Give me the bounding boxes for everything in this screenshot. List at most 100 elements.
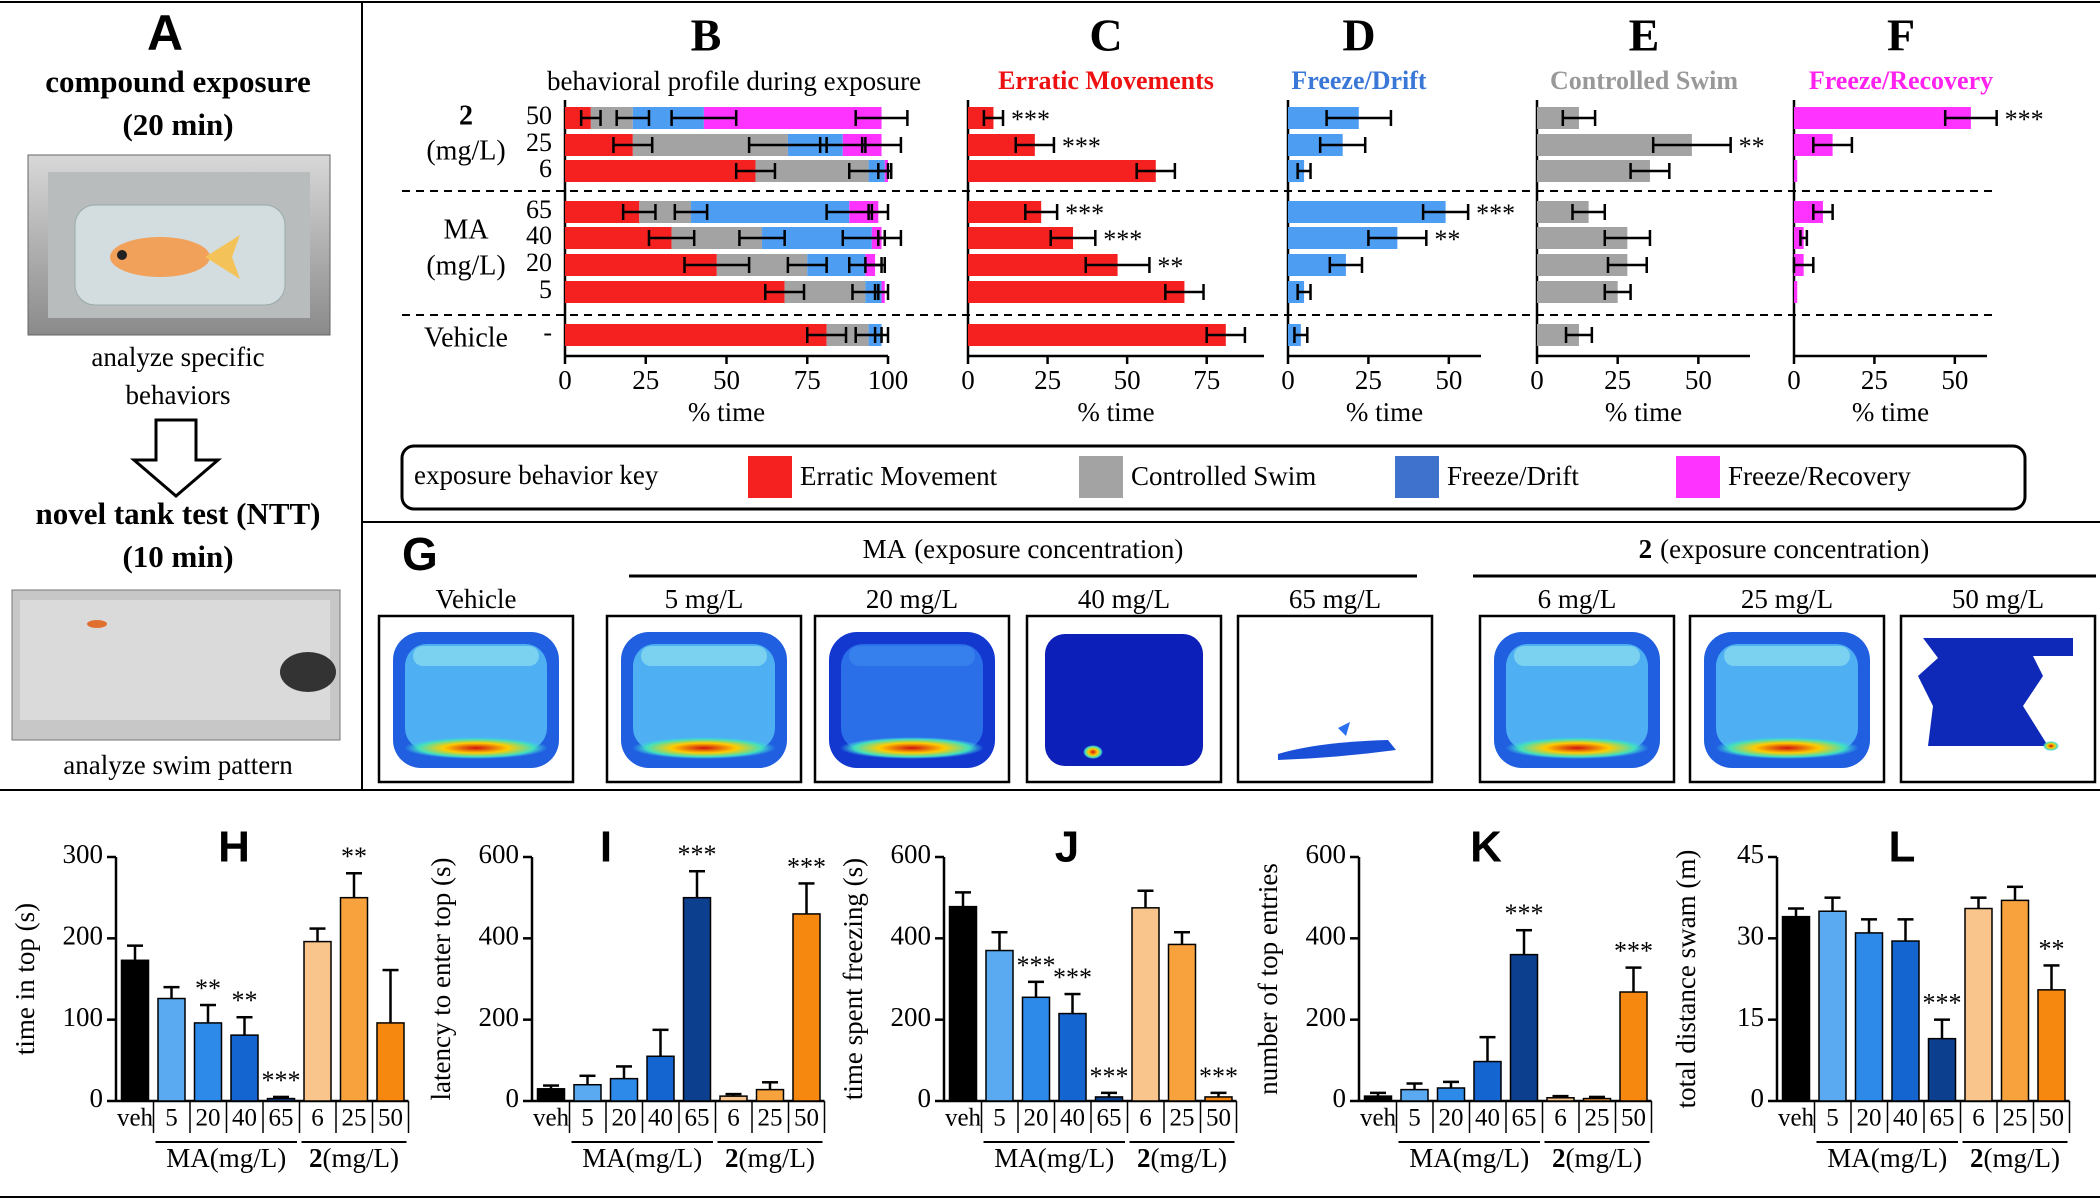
x-tick-label: 100 xyxy=(868,365,909,395)
y-tick-label: 200 xyxy=(63,921,104,951)
group-label-name: MA xyxy=(994,1143,1038,1173)
significance: *** xyxy=(1011,105,1050,134)
map-frame xyxy=(1236,614,1434,784)
bar-segment xyxy=(565,134,633,156)
x-tick-label: 65 xyxy=(269,1105,294,1132)
panel-a: A compound exposure (20 min) analyze spe… xyxy=(11,5,341,780)
x-tick-label: 50 xyxy=(794,1105,819,1132)
fish-tail xyxy=(205,235,240,279)
panel-title: Freeze/Recovery xyxy=(1809,66,1993,95)
heat-inner xyxy=(841,644,983,750)
x-tick-label: 5 xyxy=(993,1105,1006,1132)
panel-letter: E xyxy=(1629,10,1660,61)
y-axis-label: total distance swam (m) xyxy=(1671,850,1701,1109)
y-tick-label: 0 xyxy=(918,1083,932,1113)
bar xyxy=(1473,1060,1502,1102)
group-label: 2(mg/L) xyxy=(1552,1143,1642,1173)
y-tick-label: 400 xyxy=(891,921,932,951)
x-tick-label: 20 xyxy=(1024,1105,1049,1132)
bar xyxy=(948,905,978,1102)
bar xyxy=(1131,907,1160,1102)
y-tick-label: 30 xyxy=(1737,921,1764,951)
bar xyxy=(1537,107,1579,129)
x-tick-label: 50 xyxy=(378,1105,403,1132)
heat-hot xyxy=(2043,741,2059,751)
x-tick-label: 25 xyxy=(1604,365,1631,395)
bar xyxy=(1619,991,1648,1102)
arrow xyxy=(129,418,223,498)
bar xyxy=(968,281,1185,303)
panel-letter: H xyxy=(218,823,250,872)
bar xyxy=(1509,953,1539,1102)
bar xyxy=(1537,254,1628,276)
heat-blob xyxy=(1278,740,1396,760)
bar xyxy=(1288,201,1446,223)
group-label: MA(mg/L) xyxy=(1409,1143,1529,1173)
bar xyxy=(1537,324,1579,346)
y-tick-label: 400 xyxy=(1306,921,1347,951)
panel-subtitle: behavioral profile during exposure xyxy=(547,66,921,96)
y-tick-label: 200 xyxy=(479,1002,520,1032)
y-tick-label: 400 xyxy=(479,921,520,951)
x-axis-label: % time xyxy=(1077,397,1154,427)
bar xyxy=(968,201,1042,223)
y-axis-label: number of top entries xyxy=(1253,863,1283,1095)
significance: *** xyxy=(1017,951,1056,980)
x-tick-label: veh xyxy=(945,1105,982,1132)
map-title: 20 mg/L xyxy=(866,584,958,614)
bar-segment xyxy=(716,254,808,276)
y-tick-label: 200 xyxy=(891,1002,932,1032)
bar xyxy=(193,1022,223,1102)
heat-outer xyxy=(1045,634,1203,766)
key-swatch xyxy=(1395,456,1439,498)
bar-segment xyxy=(690,201,850,223)
bar-segment xyxy=(565,160,756,182)
x-tick-label: 25 xyxy=(1861,365,1888,395)
y-tick-label: 15 xyxy=(1737,1002,1764,1032)
significance: *** xyxy=(1103,225,1142,254)
bar-segment xyxy=(703,107,882,129)
significance: *** xyxy=(1090,1062,1129,1091)
x-tick-label: 40 xyxy=(1475,1105,1500,1132)
bar xyxy=(1794,160,1798,182)
x-tick-label: 6 xyxy=(1554,1105,1567,1132)
bar-segment xyxy=(639,201,691,223)
camera xyxy=(280,652,336,692)
x-tick-label: 65 xyxy=(685,1105,710,1132)
bar xyxy=(719,1095,748,1102)
x-tick-label: 50 xyxy=(2039,1105,2064,1132)
significance: *** xyxy=(1065,199,1104,228)
significance: ** xyxy=(195,974,221,1003)
x-tick-label: 5 xyxy=(1826,1105,1839,1132)
fish xyxy=(110,237,210,277)
x-tick-label: veh xyxy=(1778,1105,1815,1132)
panel-letter: D xyxy=(1342,10,1375,61)
row-label: - xyxy=(543,318,552,347)
x-tick-label: 20 xyxy=(612,1105,637,1132)
panel-letter: L xyxy=(1889,823,1916,872)
bar xyxy=(1058,1012,1087,1102)
group-label-unit: (mg/L) xyxy=(1038,1143,1114,1173)
bar xyxy=(1094,1096,1124,1102)
heat-blob xyxy=(1918,638,2073,746)
key-label: Freeze/Drift xyxy=(1447,461,1579,491)
group-label: MA(mg/L) xyxy=(582,1143,702,1173)
significance: *** xyxy=(1062,132,1101,161)
group-label: MA xyxy=(443,214,489,245)
bar xyxy=(1781,915,1811,1102)
x-tick-label: 25 xyxy=(1034,365,1061,395)
map-title: 6 mg/L xyxy=(1538,584,1617,614)
x-tick-label: 0 xyxy=(1281,365,1295,395)
group-label-unit: (mg/L) xyxy=(323,1143,399,1173)
map-title: 25 mg/L xyxy=(1741,584,1833,614)
panel-letter: B xyxy=(691,10,722,61)
significance: *** xyxy=(1476,199,1515,228)
key-box xyxy=(400,444,2027,511)
bar xyxy=(609,1077,639,1102)
panel-letter: A xyxy=(147,5,183,61)
y-tick-label: 600 xyxy=(479,839,520,869)
bar xyxy=(792,913,821,1102)
group-label: 2 xyxy=(459,100,473,131)
row-label: 5 xyxy=(539,275,552,304)
group-label: MA(mg/L) xyxy=(994,1143,1114,1173)
